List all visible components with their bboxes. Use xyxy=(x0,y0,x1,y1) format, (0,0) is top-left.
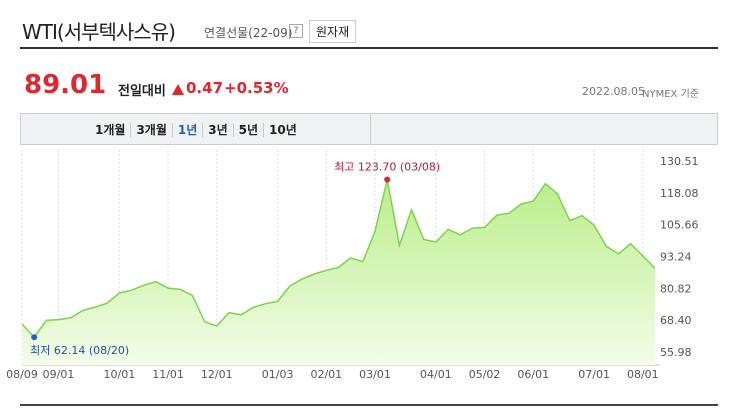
x-tick-label: 12/01 xyxy=(201,368,233,381)
annotation: 최고 123.70 (03/08) xyxy=(334,160,440,173)
y-tick-label: 130.51 xyxy=(660,155,699,168)
x-tick-label: 03/01 xyxy=(359,368,391,381)
x-tick-label: 01/03 xyxy=(262,368,294,381)
y-tick-label: 80.82 xyxy=(660,282,692,295)
x-tick-label: 04/01 xyxy=(420,368,452,381)
x-tick-label: 07/01 xyxy=(578,368,610,381)
divider xyxy=(20,404,718,406)
date: 2022.08.05 xyxy=(582,85,645,98)
category-button[interactable]: 원자재 xyxy=(309,20,357,43)
change-label: 전일대비 xyxy=(118,84,166,99)
y-tick-label: 93.24 xyxy=(660,251,692,264)
line xyxy=(21,179,656,339)
tab-bar xyxy=(20,113,718,145)
up-icon xyxy=(172,84,184,95)
x-tick-label: 10/01 xyxy=(104,368,136,381)
x-tick-label: 08/01 xyxy=(627,368,659,381)
y-tick-label: 118.08 xyxy=(660,187,699,200)
y-tick-label: 68.40 xyxy=(660,314,692,327)
chart: 55.98 68.40 80.82 93.24 105.66 118.08 130.51 08… xyxy=(6,150,699,381)
subtitle: 연결선물(22-09) xyxy=(204,26,293,40)
tabs: 1개월 3개월 1년 3년 5년 10년 xyxy=(90,121,302,138)
divider xyxy=(370,113,371,145)
y-tick-label: 55.98 xyxy=(660,346,692,359)
change-percent: +0.53% xyxy=(224,79,289,97)
area xyxy=(22,179,655,365)
tab[interactable]: 3년 xyxy=(202,123,233,137)
annotation: 최저 62.14 (08/20) xyxy=(30,344,129,357)
tab[interactable]: 3개월 xyxy=(130,123,172,137)
tab[interactable]: 5년 xyxy=(232,123,264,137)
x-tick-label: 08/09 xyxy=(6,368,38,381)
x-tick-label: 09/01 xyxy=(43,368,75,381)
min-marker xyxy=(31,334,38,341)
x-tick-label: 05/02 xyxy=(469,368,501,381)
divider xyxy=(20,47,718,49)
title: WTI(서부텍사스유) xyxy=(22,20,176,44)
change: 0.47 xyxy=(186,79,224,97)
x-tick-label: 06/01 xyxy=(517,368,549,381)
help-icon[interactable]: ? xyxy=(289,24,303,38)
tab[interactable]: 1년 xyxy=(171,123,203,137)
y-tick-label: 105.66 xyxy=(660,219,699,232)
x-tick-label: 02/01 xyxy=(310,368,342,381)
tab[interactable]: 1개월 xyxy=(95,123,126,137)
source: NYMEX 기준 xyxy=(642,89,699,100)
max-marker xyxy=(384,176,391,183)
x-tick-label: 11/01 xyxy=(152,368,184,381)
tab[interactable]: 10년 xyxy=(263,123,302,137)
price: 89.01 xyxy=(24,70,107,100)
